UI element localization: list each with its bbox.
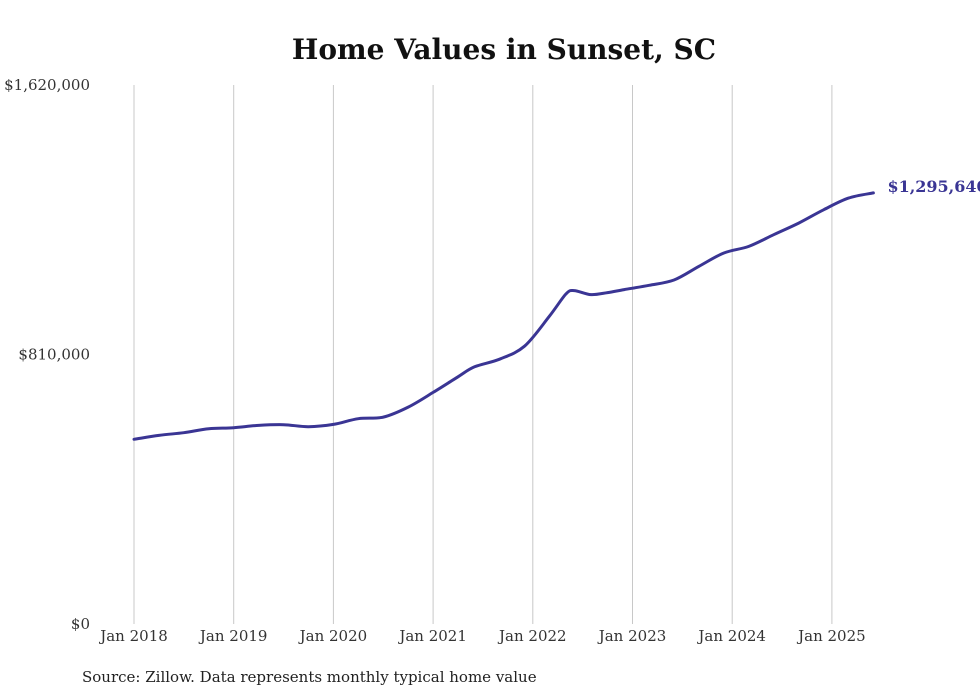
y-axis-tick-labels: $0 $810,000 $1,620,000	[4, 76, 90, 633]
x-tick-label: Jan 2025	[796, 627, 866, 645]
home-value-series-line	[132, 191, 875, 441]
y-tick-label: $1,620,000	[4, 76, 90, 94]
source-note: Source: Zillow. Data represents monthly …	[82, 668, 537, 686]
chart-title: Home Values in Sunset, SC	[292, 33, 716, 66]
x-axis-tick-labels: Jan 2018 Jan 2019 Jan 2020 Jan 2021 Jan 2022…	[98, 627, 865, 645]
x-tick-label: Jan 2021	[397, 627, 467, 645]
end-value-label: $1,295,640	[887, 177, 980, 196]
x-tick-label: Jan 2018	[98, 627, 168, 645]
x-tick-label: Jan 2023	[597, 627, 667, 645]
x-tick-label: Jan 2020	[298, 627, 368, 645]
y-tick-label: $810,000	[18, 346, 90, 364]
gridlines	[133, 85, 833, 624]
x-tick-label: Jan 2019	[198, 627, 268, 645]
x-tick-label: Jan 2022	[497, 627, 567, 645]
y-tick-label: $0	[71, 615, 90, 633]
x-tick-label: Jan 2024	[696, 627, 766, 645]
